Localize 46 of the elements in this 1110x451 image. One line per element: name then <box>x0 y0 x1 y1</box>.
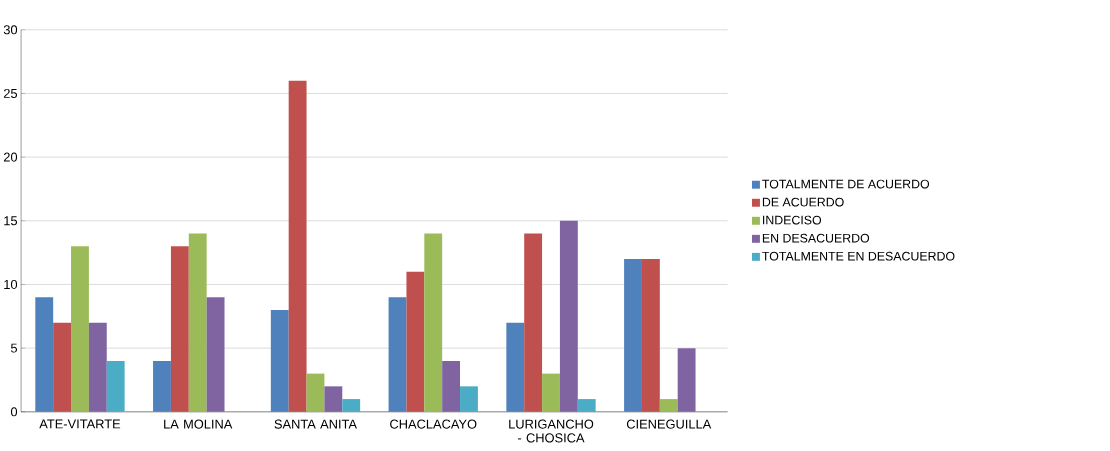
bar <box>306 373 325 413</box>
bar <box>88 322 107 413</box>
bar <box>188 233 207 413</box>
bar <box>270 310 289 413</box>
bar <box>206 297 225 413</box>
y-tick-label: 20 <box>3 152 18 162</box>
legend-label: DE ACUERDO <box>762 197 844 207</box>
bar <box>659 399 678 413</box>
x-tick-label: LURIGANCHO - CHOSICA <box>509 419 594 443</box>
bar <box>641 259 660 413</box>
y-tick-label: 10 <box>4 280 18 290</box>
bar <box>542 373 560 413</box>
bar <box>677 348 696 413</box>
bar <box>342 399 361 413</box>
bar <box>424 233 443 413</box>
y-tick-label: 25 <box>3 89 18 99</box>
y-tick-label: 0 <box>10 407 18 417</box>
legend-label: EN DESACUERDO <box>762 234 870 243</box>
bar <box>53 322 72 413</box>
bar <box>442 361 461 413</box>
x-tick-label: CHACLACAYO <box>390 419 477 429</box>
x-tick-label: SANTA ANITA <box>274 419 357 429</box>
legend-label: TOTALMENTE DE ACUERDO <box>762 179 930 189</box>
bar <box>624 259 642 413</box>
bar <box>577 399 596 413</box>
bar <box>153 361 171 413</box>
y-tick-label: 5 <box>10 343 18 353</box>
bar <box>324 386 343 413</box>
x-tick-label: CIENEGUILLA <box>626 419 712 429</box>
x-tick-label: ATE-VITARTE <box>39 419 121 429</box>
y-tick-label: 15 <box>4 216 18 226</box>
bar <box>288 80 307 413</box>
bar <box>524 233 543 413</box>
y-tick-label: 30 <box>3 25 18 35</box>
bar <box>71 246 89 413</box>
bar <box>506 322 525 413</box>
legend-label: INDECISO <box>763 215 822 225</box>
legend-label: TOTALMENTE EN DESACUERDO <box>762 252 955 261</box>
bar <box>35 297 54 413</box>
bar <box>559 221 578 413</box>
bar <box>406 271 425 413</box>
bar <box>460 386 478 413</box>
bar <box>170 246 189 413</box>
x-tick-label: LA MOLINA <box>164 419 233 429</box>
bar <box>106 361 125 413</box>
bar <box>388 297 407 413</box>
